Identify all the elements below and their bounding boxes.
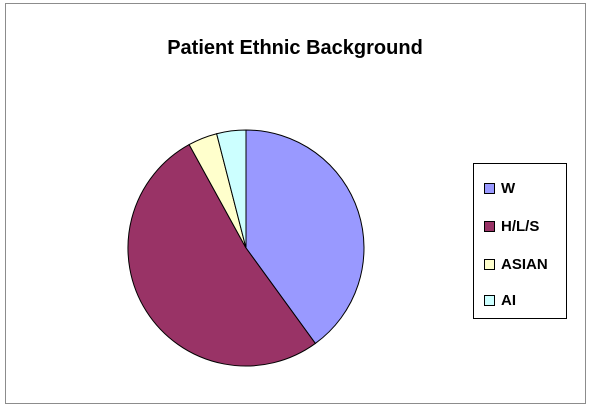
- legend-swatch-ai: [484, 294, 495, 306]
- legend-swatch-h-l-s: [484, 220, 495, 232]
- legend-item-w: W: [484, 178, 515, 198]
- chart-title: Patient Ethnic Background: [167, 37, 423, 59]
- legend-item-asian: ASIAN: [484, 254, 548, 274]
- legend-swatch-w: [484, 182, 495, 194]
- pie-slice-h-l-s: [127, 143, 317, 367]
- pie-slice-w: [245, 129, 365, 345]
- legend-label-asian: ASIAN: [501, 255, 548, 273]
- legend-label-ai: AI: [501, 291, 516, 309]
- legend-label-h-l-s: H/L/S: [501, 217, 540, 235]
- legend-item-ai: AI: [484, 290, 516, 310]
- chart-legend: W H/L/S ASIAN AI: [473, 163, 567, 319]
- legend-label-w: W: [501, 179, 516, 197]
- pie-slice-ai: [216, 129, 247, 249]
- legend-item-h-l-s: H/L/S: [484, 216, 539, 236]
- legend-swatch-asian: [484, 258, 495, 270]
